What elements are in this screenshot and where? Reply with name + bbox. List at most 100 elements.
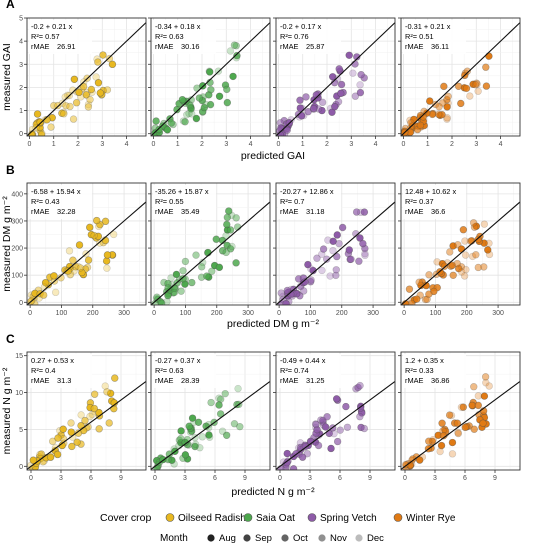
data-point [323,255,331,263]
legend-month-swatch [318,534,326,542]
r-squared: R²= 0.7 [280,197,304,206]
data-point [221,389,229,398]
data-point [69,115,78,123]
data-point [474,87,482,95]
data-point [345,246,353,254]
fit-equation: -0.2 + 0.17 x [280,22,322,31]
data-point [94,79,103,87]
panel-border [150,182,271,306]
data-point [472,251,480,259]
data-point [41,278,50,287]
rmae-label: rMAE [280,207,299,216]
data-point [337,80,346,89]
x-tick-label: 6 [338,475,342,482]
data-point [333,231,341,239]
data-point [474,401,482,410]
data-point [183,111,191,119]
data-point [470,425,478,433]
data-point [68,442,76,451]
data-point [453,259,461,268]
data-point [229,72,237,81]
x-tick-label: 0 [402,310,406,317]
data-point [481,373,490,381]
data-point [485,239,493,247]
points [276,22,395,136]
data-point [469,219,478,227]
panel-border [150,351,271,471]
r-squared: R²= 0.43 [31,197,60,206]
x-tick-label: 2 [200,141,204,148]
data-point [155,125,163,134]
x-tick-label: 4 [374,141,378,148]
data-point [76,264,85,272]
stats-box [278,354,341,388]
panel-border [150,17,271,137]
x-tick-label: 9 [243,475,247,482]
rmae-label: rMAE [155,207,174,216]
data-point [425,290,433,298]
one-to-one-line [276,381,395,470]
fit-equation: -20.27 + 12.86 x [280,187,334,196]
panel-label-B: B [6,163,15,177]
data-point [461,423,469,432]
data-point [448,450,457,458]
data-point [222,431,231,440]
y-tick-label: 5 [19,427,23,434]
data-point [307,276,315,284]
y-tick-label: 0 [19,300,23,307]
data-point [463,67,472,75]
stats-box [153,185,216,219]
stats-box [403,185,466,219]
data-point [356,381,364,390]
one-to-one-line [27,381,146,470]
data-point [484,246,492,254]
stats-box [403,20,466,54]
data-point [75,241,84,249]
points [27,201,146,305]
data-point [425,437,433,445]
rmae-label: rMAE [405,207,424,216]
panel-border [275,182,396,306]
x-tick-label: 9 [368,475,372,482]
data-point [51,288,60,297]
x-tick-label: 300 [242,310,254,317]
data-point [67,419,75,427]
panel-border [275,351,396,471]
data-point [283,449,291,458]
data-point [103,264,111,272]
fit-equation: -0.49 + 0.44 x [280,356,326,365]
data-point [215,263,224,272]
data-point [330,429,338,438]
data-point [429,435,437,444]
x-tick-label: 1 [426,141,430,148]
data-point [462,84,471,93]
data-point [218,427,227,435]
rmae-label: rMAE [405,42,424,51]
data-point [90,404,98,413]
data-point [356,412,364,421]
x-tick-label: 200 [336,310,348,317]
data-point [426,97,434,105]
one-to-one-line [401,22,520,136]
data-point [356,404,365,412]
data-point [480,392,489,400]
data-point [152,117,160,125]
data-point [448,438,457,447]
data-point [337,89,345,98]
data-point [96,239,104,247]
one-to-one-line [151,381,270,470]
y-tick-label: 4 [19,39,23,46]
data-point [191,442,199,451]
data-point [196,444,204,452]
data-point [296,104,305,112]
data-point [319,245,328,253]
x-axis-title: predicted GAI [241,150,305,162]
data-point [434,110,443,119]
data-point [47,123,55,131]
data-point [177,287,185,295]
y-tick-label: 3 [19,62,23,69]
one-to-one-line [401,381,520,470]
data-point [204,248,212,257]
